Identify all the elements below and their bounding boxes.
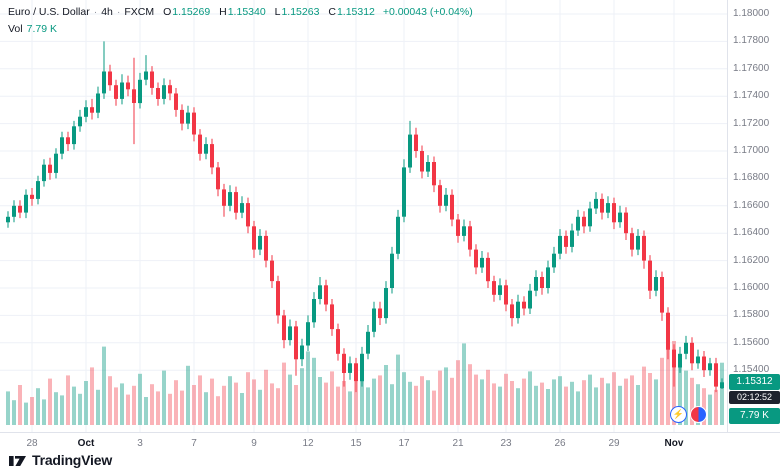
time-tick-label: 23: [500, 438, 512, 449]
time-tick-label: Nov: [664, 438, 684, 449]
candlestick-plot: [0, 0, 727, 432]
symbol-legend-row: Euro / U.S. Dollar · 4h · FXCM O1.15269 H1.1…: [8, 5, 473, 20]
low-label: L: [274, 6, 281, 18]
separator: ·: [93, 6, 98, 18]
reactions-icon[interactable]: [690, 406, 707, 423]
boost-lightning-icon[interactable]: ⚡: [670, 406, 687, 423]
legend: Euro / U.S. Dollar · 4h · FXCM O1.15269 H1.1…: [8, 5, 473, 37]
time-tick-label: 9: [251, 438, 257, 449]
time-tick-label: 21: [452, 438, 464, 449]
volume-label[interactable]: Vol: [8, 23, 23, 35]
time-tick-label: 17: [398, 438, 410, 449]
volume-value: 7.79 K: [26, 23, 57, 35]
open-value: 1.15269: [172, 6, 211, 18]
price-tick-label: 1.15800: [733, 309, 770, 321]
price-tick-label: 1.15600: [733, 336, 770, 348]
low-value: 1.15263: [281, 6, 320, 18]
close-value: 1.15312: [336, 6, 375, 18]
time-tick-label: 28: [26, 438, 38, 449]
price-tick-label: 1.17800: [733, 35, 770, 47]
price-tick-label: 1.16800: [733, 172, 770, 184]
interval-label[interactable]: 4h: [101, 6, 113, 18]
bar-countdown-badge: 02:12:52: [729, 391, 780, 405]
volume-value-badge: 7.79 K: [729, 408, 780, 424]
time-tick-label: 29: [608, 438, 620, 449]
time-scale[interactable]: 28 Oct 3 7 9 12 15 17 21 23 26 29 Nov: [0, 432, 780, 456]
open-label: O: [163, 6, 172, 18]
symbol-title[interactable]: Euro / U.S. Dollar: [8, 6, 90, 18]
time-tick-label: Oct: [77, 438, 95, 449]
tradingview-logo-icon: [9, 456, 26, 466]
time-tick-label: 7: [191, 438, 197, 449]
time-tick-label: 26: [554, 438, 566, 449]
price-tick-label: 1.15400: [733, 364, 770, 376]
price-tick-label: 1.16000: [733, 282, 770, 293]
price-tick-label: 1.17600: [733, 62, 770, 74]
time-tick-label: 15: [350, 438, 362, 449]
time-tick-label: 12: [302, 438, 314, 449]
last-price-badge: 1.15312: [729, 374, 780, 391]
close-label: C: [328, 6, 336, 18]
price-tick-label: 1.16200: [733, 254, 770, 266]
price-tick-label: 1.16600: [733, 199, 770, 211]
price-scale[interactable]: 1.15312 02:12:52 7.79 K 1.18000 1.17800 1.…: [727, 0, 780, 432]
chart-pane[interactable]: Euro / U.S. Dollar · 4h · FXCM O1.15269 H1.1…: [0, 0, 727, 432]
price-tick-label: 1.17200: [733, 117, 770, 129]
footer-branding[interactable]: TradingView: [8, 452, 112, 468]
price-tick-label: 1.16400: [733, 227, 770, 239]
time-tick-label: 3: [137, 438, 143, 449]
price-tick-label: 1.17000: [733, 145, 770, 156]
separator: ·: [116, 6, 121, 18]
change-value: +0.00043 (+0.04%): [382, 6, 473, 18]
price-tick-label: 1.17400: [733, 90, 770, 102]
price-tick-label: 1.18000: [733, 8, 770, 19]
high-label: H: [219, 6, 227, 18]
exchange-label[interactable]: FXCM: [124, 6, 155, 18]
high-value: 1.15340: [227, 6, 266, 18]
tradingview-wordmark: TradingView: [32, 452, 113, 468]
volume-legend-row: Vol 7.79 K: [8, 22, 473, 37]
